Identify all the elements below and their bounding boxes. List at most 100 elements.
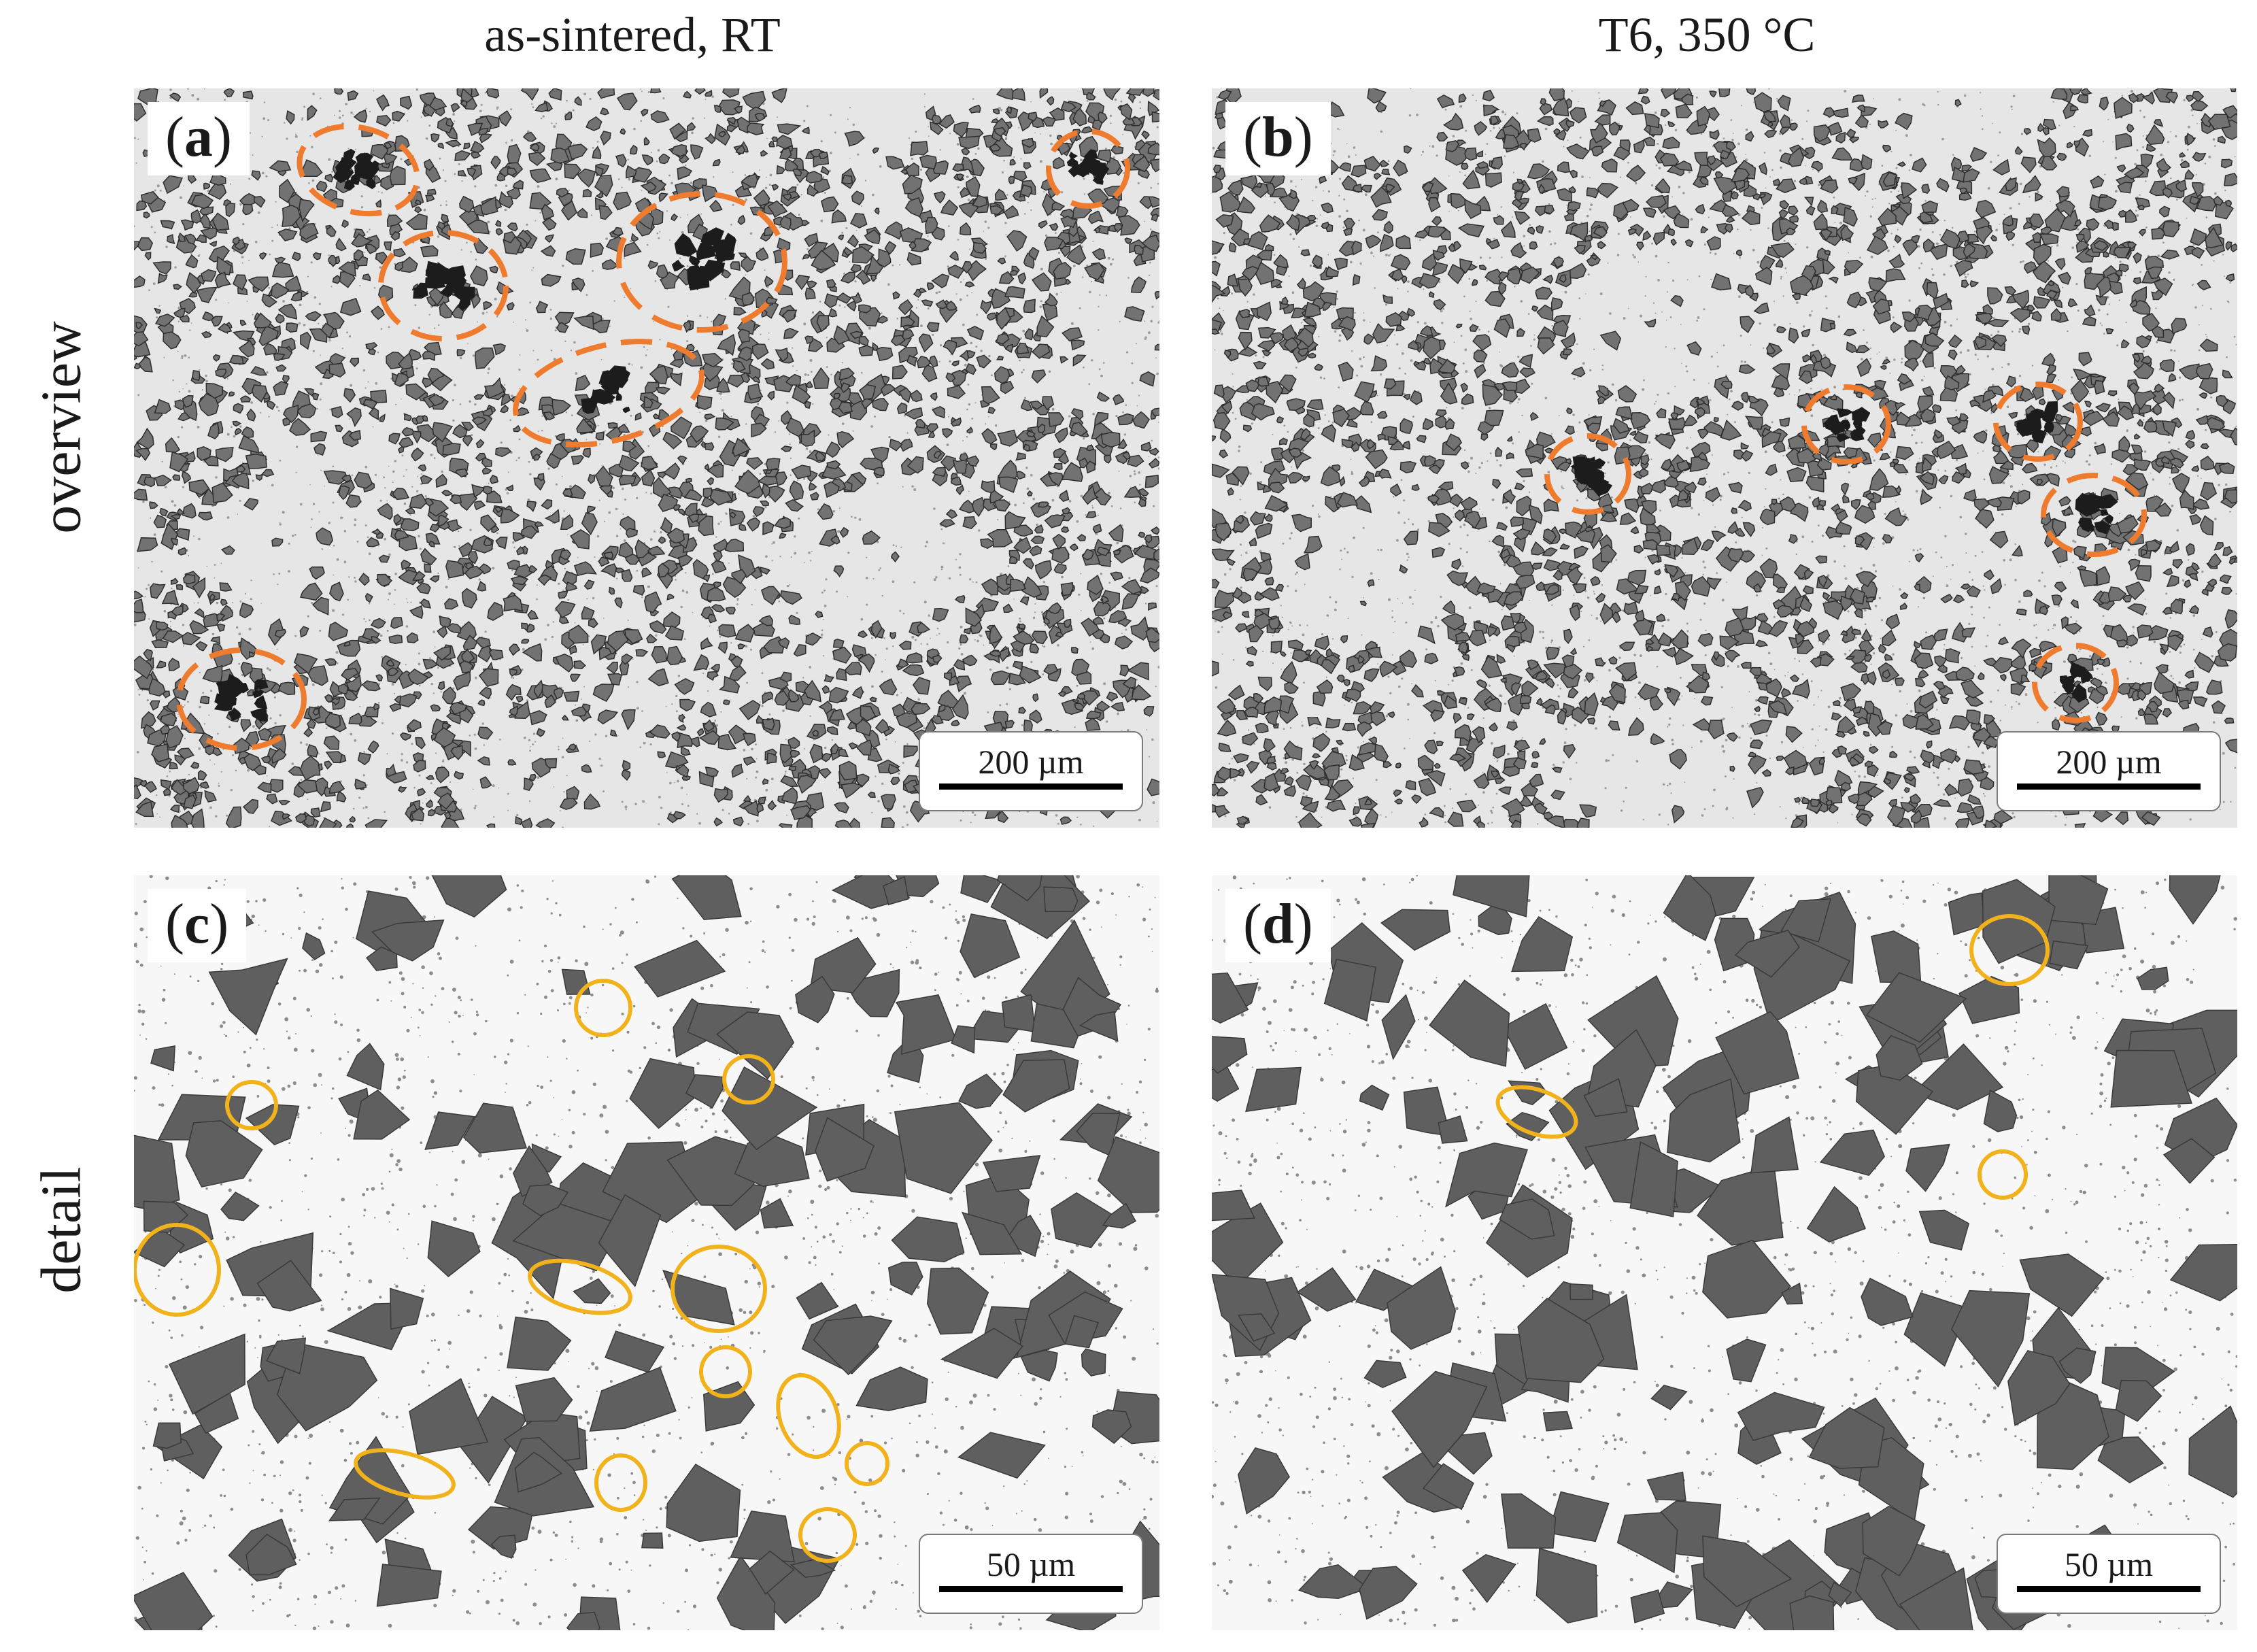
particle [349, 815, 356, 823]
speckle [536, 584, 538, 586]
speckle [750, 648, 752, 651]
particle [462, 635, 478, 650]
speckle [704, 117, 706, 119]
speckle [789, 443, 791, 445]
particle [603, 551, 613, 560]
particle [867, 791, 876, 798]
speckle [1380, 130, 1383, 133]
speckle [148, 584, 150, 586]
particle [154, 399, 171, 414]
particle [514, 701, 530, 720]
particle [353, 249, 364, 261]
speckle [458, 545, 460, 547]
particle [700, 701, 717, 718]
particle [199, 213, 211, 229]
particle [917, 622, 930, 634]
particle [813, 367, 830, 389]
speckle [1019, 359, 1021, 362]
speckle [710, 320, 713, 322]
particle [456, 349, 466, 356]
speckle [687, 214, 689, 216]
speckle [588, 740, 591, 743]
speckle [962, 440, 964, 441]
particle [388, 433, 401, 445]
speckle [1098, 368, 1101, 371]
particle [856, 739, 872, 756]
speckle [1610, 496, 1613, 499]
speckle [1086, 100, 1089, 102]
speckle [1289, 537, 1291, 540]
particle [738, 252, 747, 258]
speckle [1971, 579, 1974, 581]
speckle [609, 325, 611, 327]
speckle [148, 289, 150, 292]
particle [880, 794, 896, 810]
speckle [187, 701, 189, 703]
speckle [2145, 612, 2148, 615]
particle [339, 157, 357, 170]
particle [754, 112, 766, 122]
speckle [932, 407, 934, 409]
particle [782, 193, 792, 201]
particle [674, 678, 695, 695]
particle [912, 677, 931, 695]
particle [846, 301, 857, 311]
particle [1043, 616, 1050, 625]
particle [354, 778, 367, 790]
speckle [802, 477, 806, 480]
speckle [1433, 732, 1436, 735]
speckle [1523, 235, 1525, 237]
particle [554, 311, 575, 326]
speckle [1650, 184, 1654, 187]
particle [341, 474, 352, 482]
particle [1028, 246, 1040, 261]
particle [494, 506, 504, 513]
speckle [1569, 777, 1572, 781]
particle [953, 122, 969, 138]
speckle [885, 647, 888, 650]
particle [962, 516, 977, 530]
speckle [268, 286, 271, 289]
particle [319, 817, 337, 828]
speckle [911, 485, 914, 488]
speckle [1391, 610, 1393, 612]
particle [463, 142, 471, 150]
speckle [536, 598, 538, 601]
speckle [985, 423, 987, 425]
particle [624, 241, 642, 258]
particle [926, 648, 940, 660]
speckle [669, 239, 671, 241]
speckle [838, 507, 841, 509]
particle [675, 130, 688, 143]
speckle [252, 154, 254, 156]
speckle [560, 810, 561, 811]
speckle [2104, 681, 2107, 684]
particle [192, 370, 201, 382]
particle [640, 181, 657, 192]
speckle [2133, 631, 2135, 633]
particle [369, 160, 379, 172]
particle [371, 635, 381, 644]
particle [889, 631, 896, 639]
speckle [329, 408, 331, 411]
speckle [381, 722, 384, 724]
speckle [1517, 402, 1519, 403]
speckle [928, 135, 930, 137]
particle [677, 509, 685, 516]
particle [858, 630, 868, 639]
particle [1038, 220, 1048, 229]
particle [671, 213, 679, 222]
particle [483, 486, 493, 495]
particle [898, 299, 913, 316]
particle [821, 752, 833, 762]
speckle [518, 387, 520, 389]
speckle [457, 530, 460, 533]
speckle [250, 579, 252, 581]
speckle [1149, 261, 1151, 264]
speckle [1060, 292, 1062, 293]
particle [328, 622, 349, 641]
particle [445, 127, 458, 140]
speckle [823, 618, 825, 620]
speckle [250, 132, 252, 134]
speckle [720, 521, 722, 523]
